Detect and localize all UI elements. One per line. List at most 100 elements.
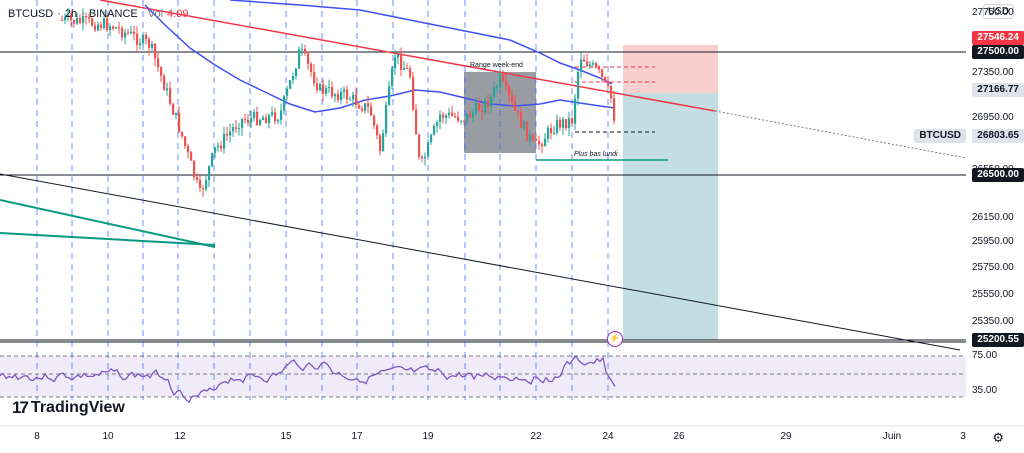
candle-body <box>496 87 499 89</box>
candle-body <box>154 43 157 59</box>
rsi-tick-label: 75.00 <box>972 350 998 361</box>
candle-body <box>316 83 319 91</box>
candle-body <box>457 116 460 122</box>
timeframe-label[interactable]: 2h <box>64 8 78 20</box>
candle-body <box>499 74 502 88</box>
candle-body <box>448 112 451 116</box>
candle-body <box>397 54 400 58</box>
candle-body <box>349 99 352 101</box>
candle-body <box>100 24 103 28</box>
candle-body <box>103 18 106 28</box>
candle-body <box>472 112 475 118</box>
candle-body <box>556 119 559 133</box>
currency-button[interactable]: USD <box>982 4 1014 19</box>
candle-body <box>151 43 154 48</box>
candle-body <box>412 76 415 110</box>
date-tick-label: 24 <box>602 431 614 442</box>
candle-body <box>187 146 190 153</box>
candle-body <box>526 121 529 141</box>
candle-body <box>403 67 406 70</box>
price-tick-label: 26950.00 <box>972 112 1014 123</box>
candle-body <box>223 133 226 149</box>
candle-body <box>454 115 457 117</box>
candle-body <box>544 138 547 147</box>
candle-body <box>304 48 307 54</box>
bolt-icon[interactable]: ⚡ <box>607 331 623 347</box>
candle-body <box>439 114 442 123</box>
date-tick-label: 8 <box>34 431 40 442</box>
candle-body <box>601 69 604 77</box>
candle-body <box>565 119 568 129</box>
candle-body <box>574 98 577 124</box>
candle-body <box>388 86 391 106</box>
date-tick-label: 15 <box>280 431 292 442</box>
candle-body <box>481 110 484 113</box>
candle-body <box>478 103 481 111</box>
candle-body <box>253 111 256 118</box>
rsi-line <box>0 355 616 404</box>
candle-body <box>562 119 565 128</box>
candle-body <box>460 120 463 122</box>
candle-body <box>466 113 469 122</box>
candle-body <box>541 144 544 147</box>
candle-body <box>118 27 121 29</box>
candle-body <box>343 89 346 92</box>
candle-body <box>121 28 124 38</box>
candle-body <box>613 98 616 121</box>
candle-body <box>529 135 532 141</box>
candle-body <box>106 18 109 31</box>
lower-trendline <box>0 173 961 351</box>
candle-body <box>406 67 409 69</box>
symbol-name[interactable]: BTCUSD <box>8 8 54 20</box>
candle-body <box>277 119 280 122</box>
candle-body <box>145 34 148 40</box>
candle-body <box>139 43 142 46</box>
candle-body <box>175 112 178 115</box>
candle-body <box>262 117 265 120</box>
candle-body <box>523 121 526 128</box>
candle-body <box>436 122 439 127</box>
tradingview-logo[interactable]: 17 TradingView <box>12 398 125 418</box>
candle-body <box>364 103 367 111</box>
tradingview-text: TradingView <box>30 399 125 416</box>
candle-body <box>421 156 424 159</box>
candle-body <box>589 64 592 67</box>
candle-body <box>214 147 217 154</box>
candle-body <box>280 110 283 120</box>
candle-body <box>361 108 364 111</box>
candle-body <box>205 180 208 190</box>
candle-body <box>610 85 613 99</box>
candle-body <box>583 59 586 62</box>
candle-body <box>310 63 313 72</box>
price-axis-panel <box>966 0 1024 426</box>
candle-body <box>445 115 448 118</box>
candle-body <box>508 85 511 96</box>
candle-body <box>289 80 292 89</box>
candle-body <box>475 103 478 113</box>
candle-body <box>385 105 388 134</box>
candle-body <box>520 112 523 128</box>
header-separator: · <box>81 8 85 20</box>
candle-body <box>376 125 379 136</box>
candle-body <box>88 17 91 19</box>
green-trendline-upper <box>0 199 216 248</box>
candle-body <box>82 16 85 23</box>
candle-body <box>217 145 220 148</box>
candle-body <box>505 80 508 86</box>
candle-body <box>313 71 316 84</box>
date-tick-label: 29 <box>780 431 792 442</box>
candle-body <box>190 152 193 161</box>
candle-body <box>94 25 97 31</box>
price-tick-label: 25350.00 <box>972 316 1014 327</box>
candle-body <box>430 134 433 143</box>
header-separator: · <box>57 8 61 20</box>
moving-average-slow <box>229 0 613 85</box>
candle-body <box>331 87 334 97</box>
candle-body <box>595 63 598 68</box>
candle-body <box>184 136 187 147</box>
candle-body <box>535 139 538 142</box>
gear-icon[interactable]: ⚙ <box>992 430 1004 445</box>
candle-body <box>607 80 610 86</box>
